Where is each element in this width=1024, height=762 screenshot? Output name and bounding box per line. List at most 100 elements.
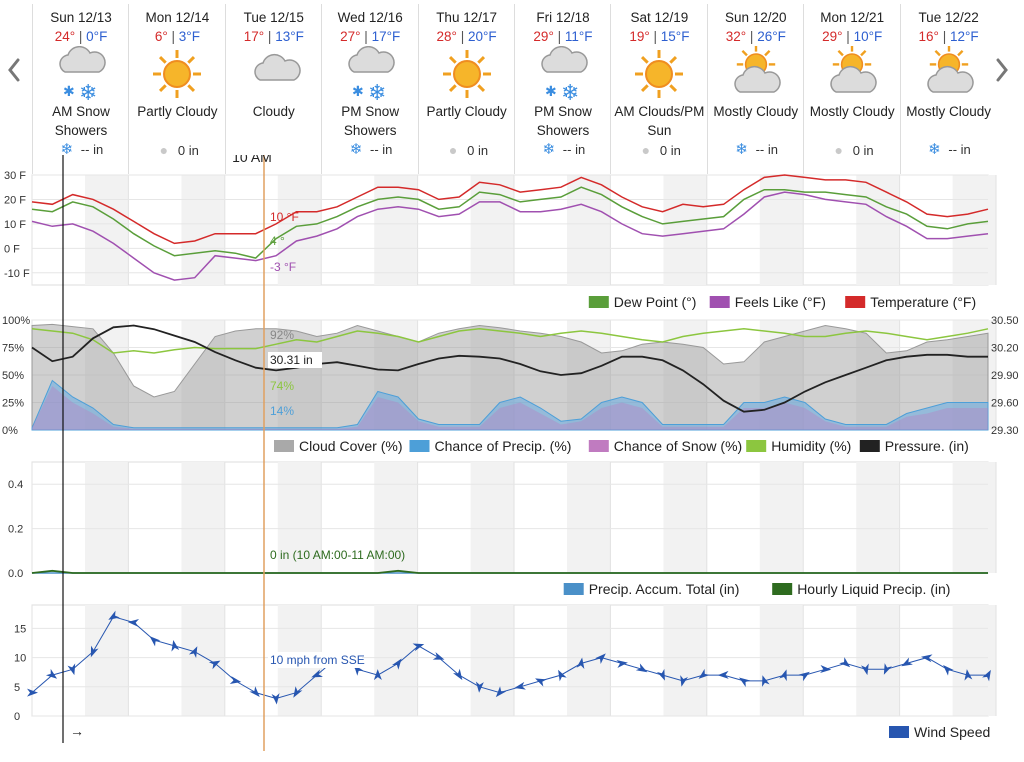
day-condition: Mostly Cloudy — [906, 104, 991, 119]
humidity-line — [31, 328, 989, 354]
wind-arrow-shape — [249, 686, 260, 697]
day-column[interactable]: Tue 12/22 16° | 12°F Mostly Cloudy ❄ -- in — [899, 4, 997, 174]
wind-direction-arrow — [943, 665, 954, 676]
day-precip: ● 0 in — [611, 141, 707, 159]
wind-arrow-shape — [229, 676, 242, 684]
wind-direction-arrow — [495, 686, 507, 698]
wind-arrow-shape — [412, 643, 425, 652]
series-line — [31, 174, 989, 245]
night-band — [952, 462, 996, 573]
wind-direction-arrow — [45, 668, 58, 679]
high-temp: 24° — [54, 29, 76, 44]
cursor-value-label: 10 °F — [270, 210, 299, 224]
low-temp: 0°F — [86, 29, 108, 44]
wind-direction-arrow — [595, 653, 606, 664]
low-temp: 12°F — [949, 29, 979, 44]
legend-swatch — [772, 583, 793, 595]
wind-arrow-shape — [798, 671, 810, 682]
low-temp: 3°F — [178, 29, 200, 44]
day-temps: 19° | 15°F — [629, 29, 690, 44]
night-band — [470, 605, 514, 716]
legend-label: Chance of Precip. (%) — [435, 438, 572, 454]
day-column[interactable]: Wed 12/16 27° | 17°F ✱ ❄ PM Snow Showers ❄ -- … — [321, 4, 418, 174]
wind-direction-arrow — [149, 636, 161, 647]
svg-text:✱: ✱ — [545, 84, 557, 100]
day-condition: PM Snow Showers — [534, 104, 592, 138]
y-tick-label: 0 F — [4, 243, 20, 255]
wind-arrow-shape — [432, 652, 445, 660]
day-precip: ❄ -- in — [708, 141, 804, 159]
night-band — [470, 462, 514, 573]
series-line — [31, 191, 989, 281]
wind-direction-arrow — [391, 658, 402, 670]
night-band — [567, 462, 611, 573]
wind-arrow-shape — [495, 686, 507, 698]
day-column[interactable]: Mon 12/14 6° | 3°F Partly Cloudy ● 0 in — [128, 4, 225, 174]
precip-amount: 0 in — [659, 143, 681, 158]
snow-chance-area — [32, 386, 988, 430]
wind-direction-arrow — [535, 678, 547, 687]
night-band — [759, 605, 804, 716]
wind-direction-arrow — [27, 688, 38, 697]
previous-days-button[interactable] — [2, 50, 26, 90]
wind-arrow-shape — [171, 640, 180, 652]
cursor-value-label: 4 ° — [270, 234, 285, 248]
snowflake-icon: ❄ — [60, 141, 74, 158]
wind-direction-arrow — [616, 660, 628, 668]
wind-direction-arrow — [229, 676, 242, 684]
day-precip: ❄ -- in — [322, 141, 418, 159]
wind-direction-arrow — [67, 663, 76, 676]
wind-arrow-shape — [27, 688, 38, 697]
snowflake-icon: ❄ — [928, 141, 941, 158]
night-band — [85, 462, 129, 573]
day-column[interactable]: Mon 12/21 29° | 10°F Mostly Cloudy ● 0 in — [803, 4, 900, 174]
day-temps: 27° | 17°F — [340, 29, 401, 44]
day-column[interactable]: Tue 12/15 17° | 13°F Cloudy — [224, 4, 322, 174]
day-column[interactable]: Sun 12/20 32° | 26°F Mostly Cloudy ❄ -- in — [706, 4, 804, 174]
day-temps: 29° | 11°F — [533, 29, 593, 44]
y-tick-label: 20 F — [4, 194, 26, 206]
svg-text:✱: ✱ — [63, 84, 75, 100]
sun-icon — [611, 46, 707, 102]
legend-label: Hourly Liquid Precip. (in) — [797, 581, 950, 597]
forecast-charts: 30 F 20 F 10 F 0 F -10 F 10 °F 4 ° -3 °F Tempera… — [2, 155, 1019, 751]
night-band — [567, 175, 611, 285]
y-tick-label: 50% — [2, 370, 24, 382]
day-condition: Partly Cloudy — [137, 104, 218, 119]
y-tick-label: 0.2 — [8, 524, 23, 536]
snowflake-icon: ❄ — [349, 141, 363, 158]
snow-cloud-icon: ✱ ❄ — [33, 46, 129, 102]
wind-direction-arrow — [453, 668, 463, 681]
wind-arrow-shape — [943, 665, 954, 676]
day-precip: ● 0 in — [129, 141, 225, 159]
svg-text:❄: ❄ — [79, 81, 97, 102]
wind-direction-arrow — [373, 669, 382, 681]
day-condition: Cloudy — [252, 104, 295, 119]
wind-direction-arrow — [883, 663, 892, 675]
svg-text:❄: ❄ — [368, 81, 386, 102]
wind-arrow-shape — [208, 660, 221, 670]
legend-swatch — [845, 296, 866, 308]
day-column[interactable]: Sun 12/13 24° | 0°F ✱ ❄ AM Snow Showers ❄ -- i… — [32, 4, 129, 174]
wind-arrow-shape — [67, 663, 76, 676]
wind-arrow-shape — [475, 681, 484, 693]
next-days-button[interactable] — [990, 50, 1014, 90]
night-band — [277, 175, 322, 285]
y-tick-label: -10 F — [4, 268, 30, 280]
night-band — [663, 462, 707, 573]
night-band — [567, 605, 611, 716]
wind-direction-arrow — [820, 665, 832, 674]
day-column[interactable]: Fri 12/18 29° | 11°F ✱ ❄ PM Snow Showers ❄ -- … — [514, 4, 611, 174]
wind-direction-arrow — [311, 669, 323, 678]
day-condition: PM Snow Showers — [341, 104, 400, 138]
day-column[interactable]: Thu 12/17 28° | 20°F Partly Cloudy ● 0 in — [417, 4, 515, 174]
y-tick-label: 30 F — [4, 170, 26, 182]
day-date: Mon 12/14 — [145, 10, 210, 25]
y-tick-label: 10 F — [4, 219, 26, 231]
night-band — [374, 175, 418, 285]
day-temps: 32° | 26°F — [725, 29, 786, 44]
day-column[interactable]: Sat 12/19 19° | 15°F AM Clouds/PM Sun ● 0 in — [610, 4, 707, 174]
day-precip: ● 0 in — [419, 141, 515, 159]
high-temp: 29° — [822, 29, 843, 44]
precip-amount: -- in — [369, 142, 393, 157]
